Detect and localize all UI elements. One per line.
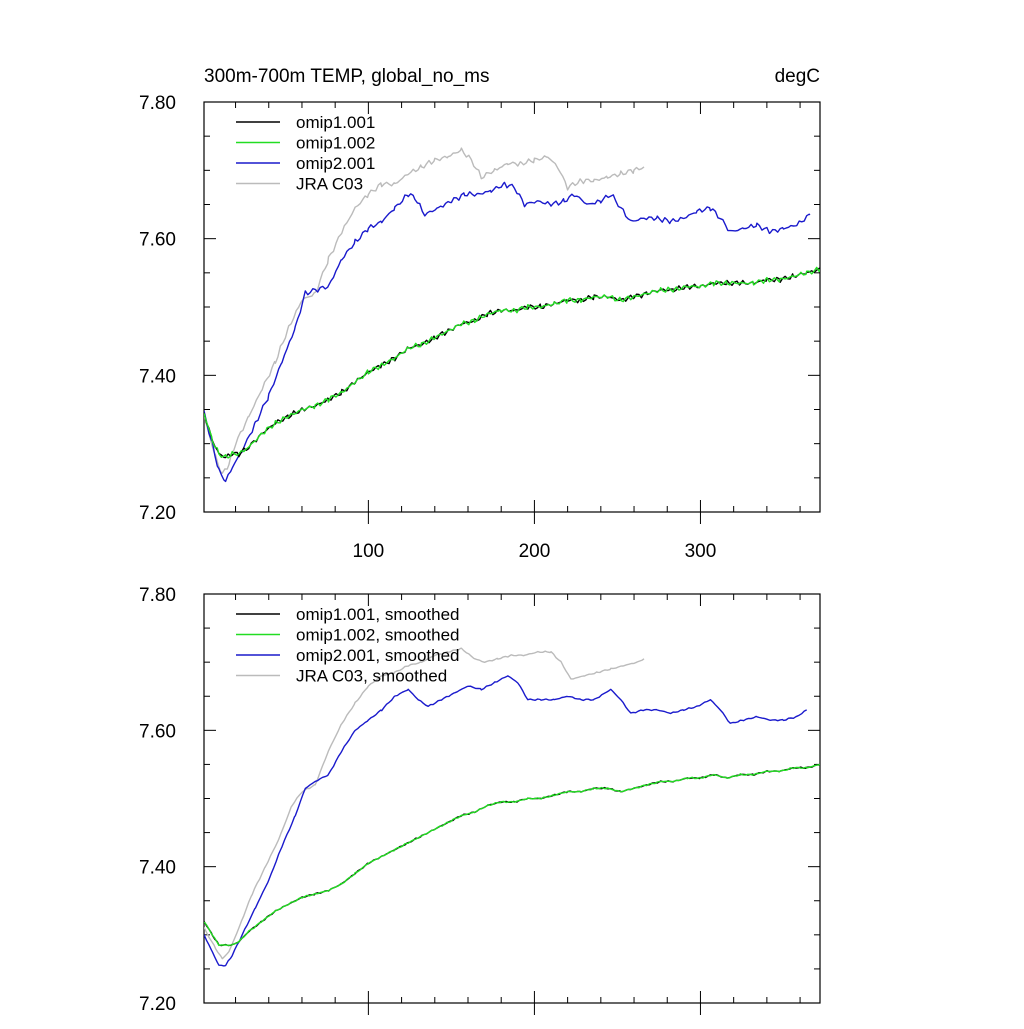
legend-label: omip1.002, smoothed: [296, 626, 460, 645]
y-tick-label: 7.60: [139, 230, 176, 251]
panel-2: 7.20 7.40 7.60 7.80 omip1.001, smoothed omip1…: [139, 585, 821, 1015]
series-line-jra-c03-smoothed: [204, 647, 645, 960]
legend-label: omip1.001: [296, 113, 375, 132]
series-line-omip1-001-smoothed: [204, 763, 820, 947]
series-line-omip2-001: [204, 181, 811, 483]
x-tick-label: 300: [685, 541, 717, 562]
series-line-omip1-001: [204, 267, 820, 459]
y-tick-label: 7.80: [139, 93, 176, 114]
legend-label: omip2.001, smoothed: [296, 646, 460, 665]
y-tick-label: 7.20: [139, 994, 176, 1015]
legend-label: omip1.002: [296, 134, 375, 153]
x-tick-label: 100: [353, 541, 385, 562]
series-line-omip1-002: [204, 266, 820, 459]
series-line-omip1-002-smoothed: [204, 763, 820, 947]
y-tick-label: 7.40: [139, 366, 176, 387]
y-tick-label: 7.20: [139, 503, 176, 524]
legend-label: omip1.001, smoothed: [296, 605, 460, 624]
x-tick-label: 200: [519, 541, 551, 562]
legend-label: omip2.001: [296, 154, 375, 173]
top-panel-units: degC: [775, 66, 820, 87]
series-line-omip2-001-smoothed: [204, 675, 808, 967]
y-tick-label: 7.60: [139, 721, 176, 742]
legend-label: JRA C03, smoothed: [296, 667, 447, 686]
legend-label: JRA C03: [296, 175, 363, 194]
series-line-jra-c03: [204, 147, 645, 474]
panel-1: 7.20 7.40 7.60 7.80 100 200 300 omip1.001 omip1.…: [139, 93, 821, 562]
y-tick-label: 7.80: [139, 585, 176, 606]
top-panel-title: 300m-700m TEMP, global_no_ms: [204, 66, 490, 87]
y-tick-label: 7.40: [139, 858, 176, 879]
